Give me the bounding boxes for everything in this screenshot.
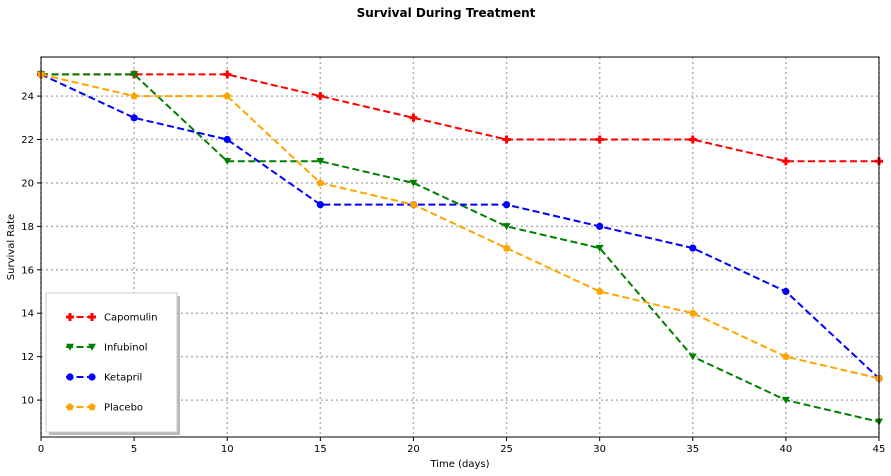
legend-marker [88,343,96,351]
data-point [409,113,418,122]
data-point [223,135,231,144]
series-capomulin [37,70,883,166]
x-tick-label: 15 [314,444,327,455]
series-infubinol [37,71,883,426]
y-tick-label: 18 [21,222,34,233]
x-tick-label: 45 [873,444,886,455]
data-point [595,287,604,295]
x-tick-label: 30 [593,444,606,455]
legend-item: Capomulin [66,313,158,324]
x-tick-label: 20 [407,444,420,455]
ticks: 0 5 10 15 20 25 30 35 40 45 10 12 14 16 18 20 22 24 [21,92,885,455]
data-point [782,352,790,360]
data-point [502,201,511,209]
legend-label: Capomulin [104,313,158,324]
data-point [316,92,325,101]
data-point [689,244,697,252]
data-point [130,114,138,122]
legend-label: Ketapril [104,373,142,384]
legend-label: Infubinol [104,343,148,354]
data-point [502,223,511,231]
y-tick-label: 14 [21,309,34,320]
x-axis-label: Time (days) [429,459,489,470]
series-line [41,73,879,163]
y-tick-label: 20 [21,178,34,189]
y-axis-label: Survival Rate [6,214,17,280]
data-point [223,70,232,79]
x-tick-label: 10 [221,444,234,455]
y-tick-label: 22 [21,135,34,146]
y-tick-label: 10 [21,396,34,407]
y-tick-label: 24 [21,92,34,103]
y-tick-label: 16 [21,265,34,276]
legend: Capomulin Infubinol Ketapril Placebo [45,292,180,435]
legend-item: Placebo [66,403,143,414]
data-point [316,201,324,209]
legend-marker [88,403,96,411]
data-point [595,135,604,144]
data-point [596,222,604,230]
data-point [781,157,790,166]
x-tick-label: 35 [686,444,699,455]
data-point [781,396,790,404]
data-point [502,135,511,144]
data-point [688,135,697,144]
x-tick-label: 5 [131,444,137,455]
series-line [40,73,880,380]
data-point [316,158,325,166]
x-tick-label: 0 [38,444,44,455]
data-point [782,287,790,296]
legend-marker [66,343,74,351]
y-tick-label: 12 [21,352,34,363]
series-layer [37,70,883,426]
legend-marker [66,373,74,381]
legend-label: Placebo [104,403,143,414]
data-point [409,200,418,208]
data-point [223,158,232,166]
chart-title: Survival During Treatment [357,6,536,20]
data-point [130,71,139,79]
data-point [688,353,697,361]
legend-marker [66,313,74,321]
data-point [595,244,604,252]
series-line [41,73,880,423]
data-point [409,179,418,187]
legend-item: Ketapril [66,373,142,384]
legend-marker [88,373,96,381]
series-placebo [37,70,883,382]
data-point [688,309,697,317]
x-tick-label: 25 [500,444,513,455]
data-point [223,92,232,100]
legend-marker [66,403,74,411]
data-point [130,92,138,100]
data-point [316,178,325,187]
legend-item: Infubinol [66,343,148,354]
series-line [40,73,880,380]
legend-marker [88,313,96,321]
data-point [502,244,511,252]
plot-frame [40,56,880,438]
x-tick-label: 40 [780,444,793,455]
